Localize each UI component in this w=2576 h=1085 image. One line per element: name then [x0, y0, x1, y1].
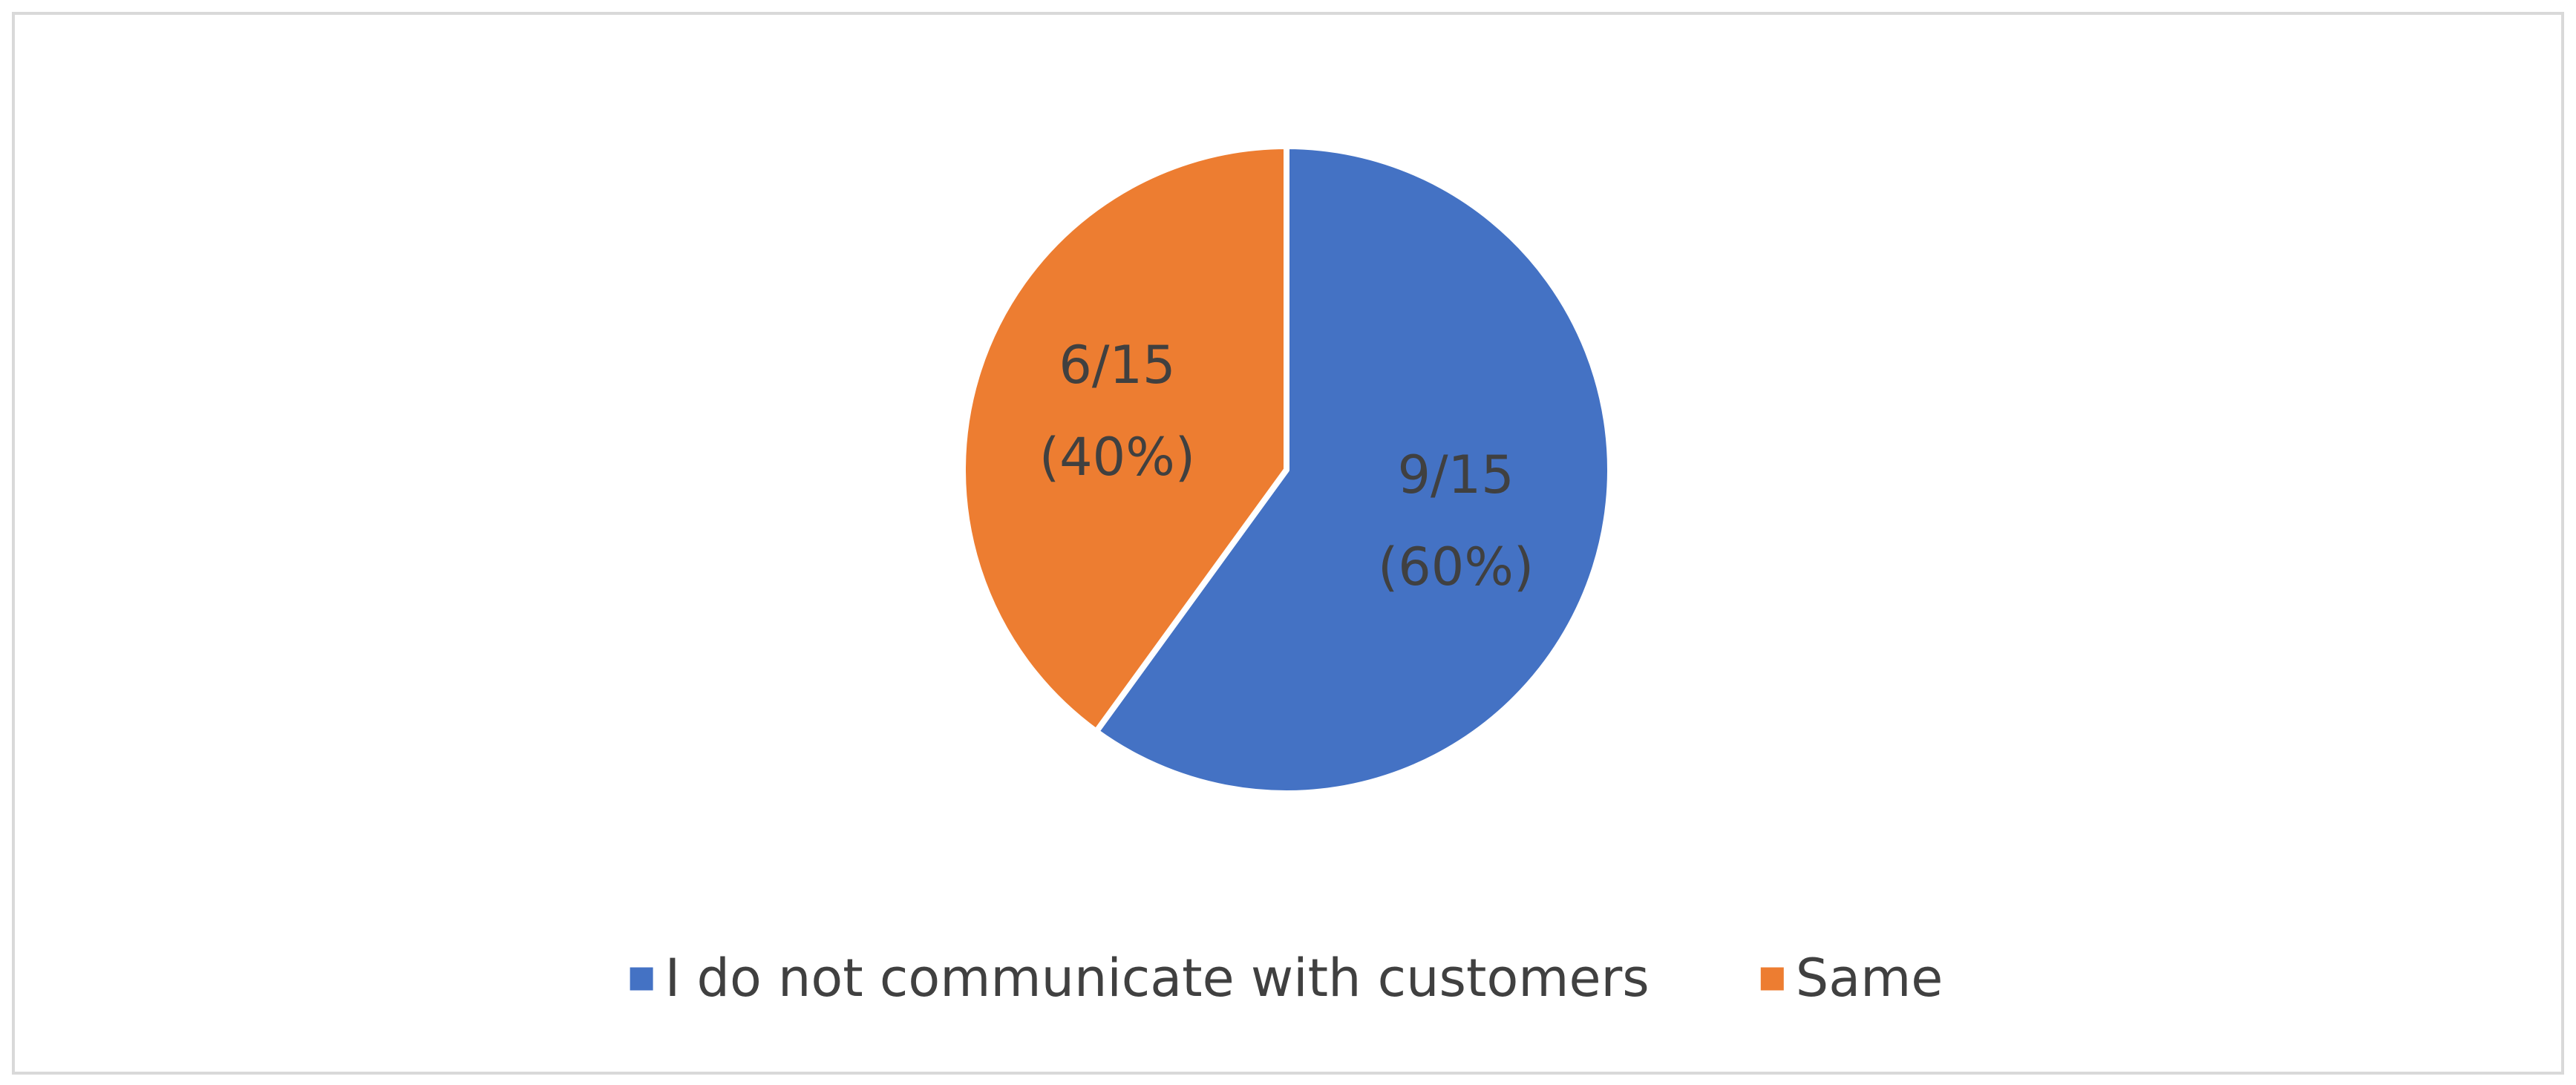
pie-slice [960, 143, 1289, 735]
data-label: (40%) [1039, 427, 1195, 488]
legend-label: Same [1796, 948, 1944, 1009]
data-label: 6/15 [1059, 335, 1175, 396]
legend-label: I do not communicate with customers [665, 948, 1650, 1009]
legend-swatch [1760, 967, 1784, 991]
legend-swatch [630, 967, 653, 991]
pie-slice [1093, 143, 1613, 796]
data-label: (60%) [1378, 537, 1534, 597]
data-label: 9/15 [1397, 445, 1514, 505]
